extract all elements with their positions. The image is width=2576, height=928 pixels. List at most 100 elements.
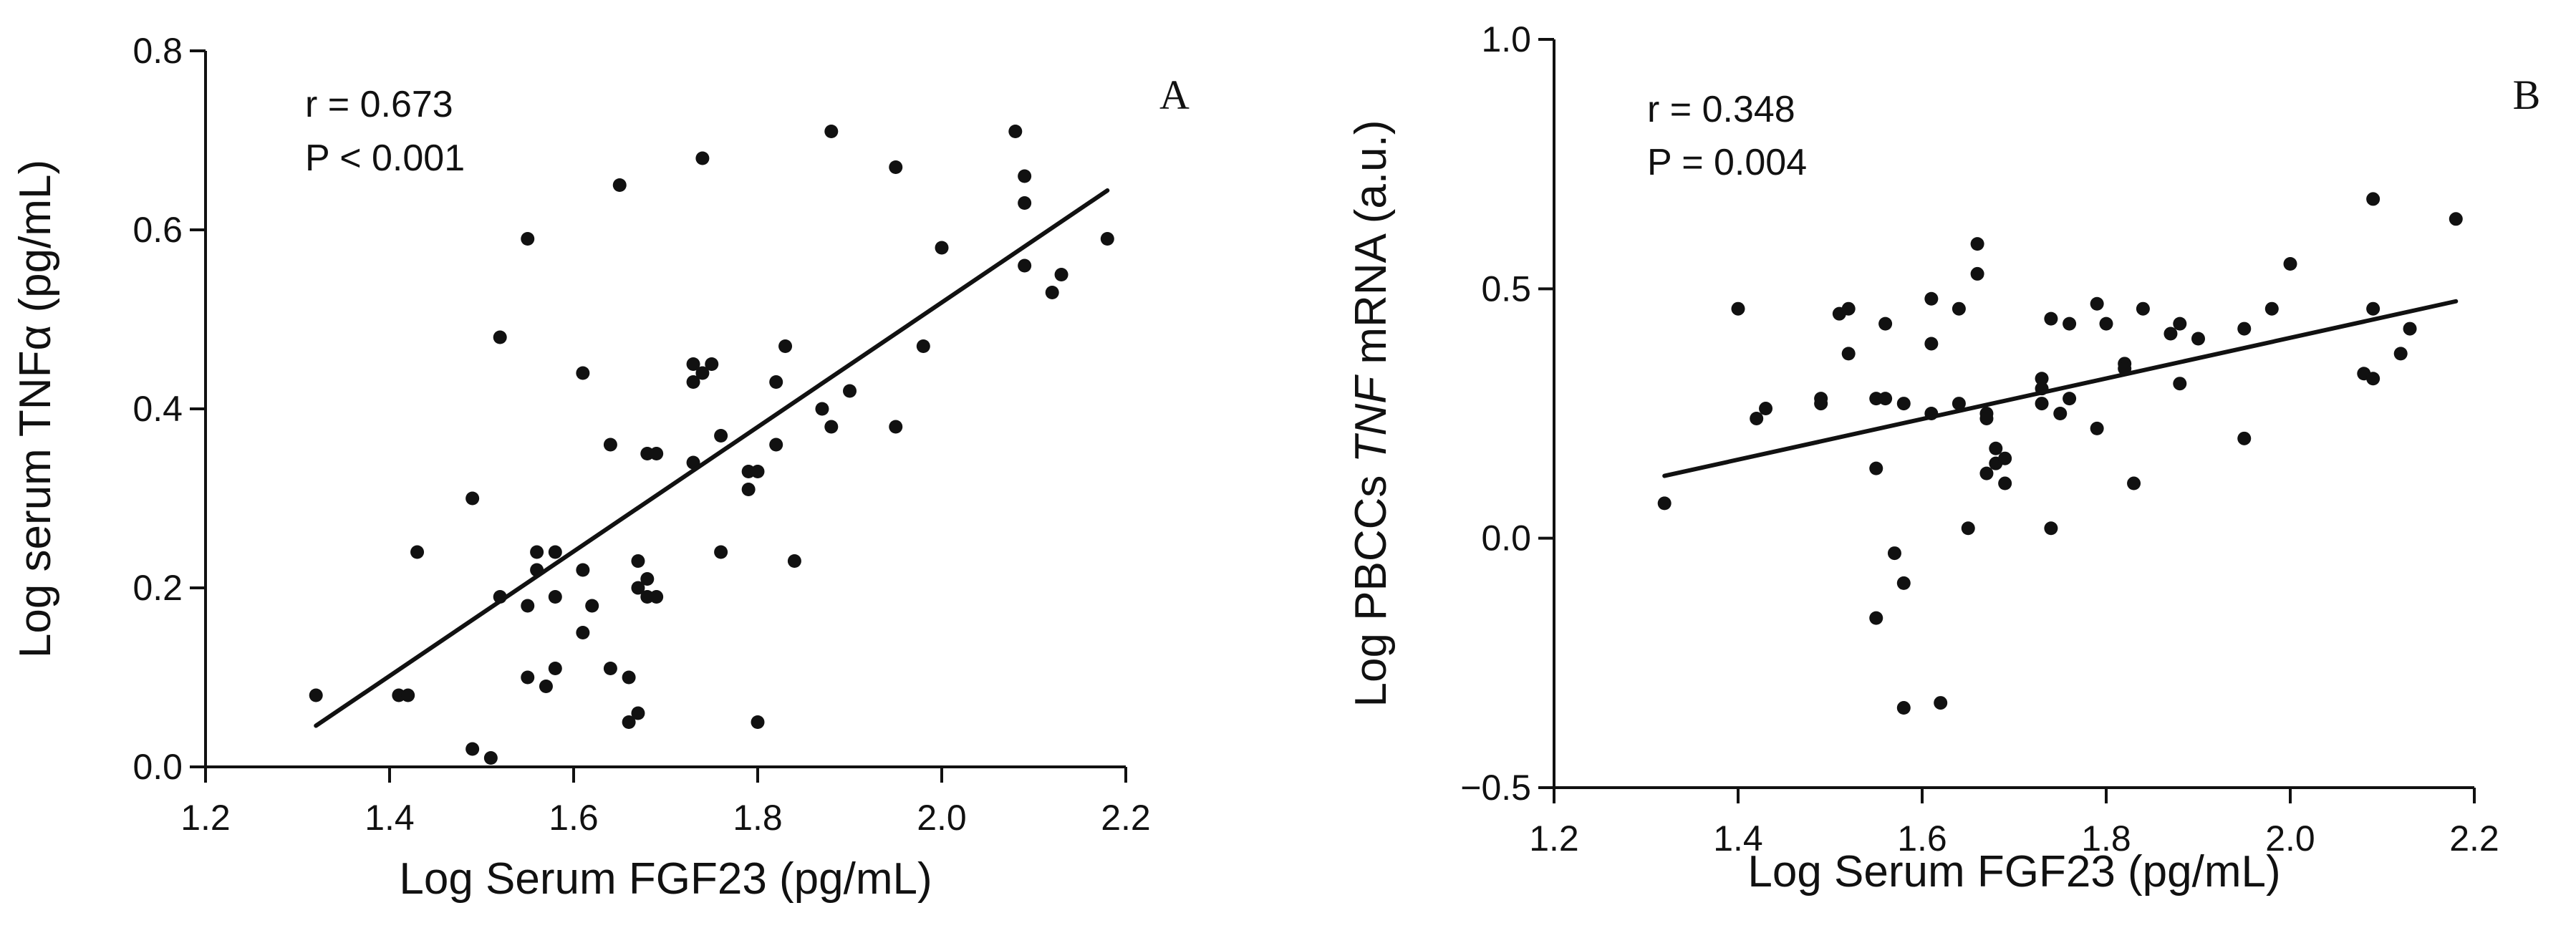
data-point <box>1878 392 1893 406</box>
data-point <box>889 420 903 434</box>
y-tick-label: 0.0 <box>1481 518 1531 559</box>
data-point <box>1841 301 1856 316</box>
x-tick-label: 2.2 <box>2449 818 2499 859</box>
data-point <box>631 554 645 568</box>
data-point <box>2063 392 2077 406</box>
data-point <box>2366 301 2380 316</box>
y-axis-title-part: Log PBCCs <box>1346 463 1396 707</box>
data-point <box>2191 332 2205 346</box>
correlation-r-label: r = 0.673 <box>305 84 453 125</box>
x-tick-label: 1.2 <box>180 798 231 838</box>
data-point <box>2035 372 2049 386</box>
x-tick-label: 1.2 <box>1529 818 1579 859</box>
data-point <box>1750 411 1764 425</box>
y-axis-title-gene-name: TNF <box>1346 374 1396 463</box>
y-tick-label: 0.8 <box>132 31 183 71</box>
data-point <box>2035 397 2049 411</box>
data-point <box>815 402 829 416</box>
data-point <box>1970 237 1984 251</box>
data-point <box>2393 347 2408 361</box>
data-point <box>521 670 535 685</box>
x-tick-label: 1.6 <box>1897 818 1947 859</box>
data-point <box>631 706 645 720</box>
y-axis-title: Log PBCCs TNF mRNA (a.u.) <box>1346 120 1396 707</box>
x-tick-label: 1.8 <box>2081 818 2131 859</box>
data-point <box>1841 347 1856 361</box>
data-point <box>714 429 728 443</box>
y-tick-label: 1.0 <box>1481 19 1531 59</box>
data-point <box>585 599 599 613</box>
data-point <box>539 680 553 693</box>
data-point <box>1970 266 1984 281</box>
data-point <box>2063 316 2077 331</box>
data-point <box>824 420 839 434</box>
data-point <box>548 662 562 675</box>
x-axis-title: Log Serum FGF23 (pg/mL) <box>1747 847 2280 896</box>
data-point <box>410 545 425 559</box>
y-axis-title-part: mRNA (a.u.) <box>1346 120 1396 377</box>
data-point <box>2237 322 2252 336</box>
data-point <box>2449 212 2463 226</box>
data-point <box>631 581 645 595</box>
data-point <box>2136 301 2150 316</box>
p-value-label: P < 0.001 <box>305 137 465 179</box>
data-point <box>686 357 700 371</box>
data-point <box>695 366 710 380</box>
correlation-r-label: r = 0.348 <box>1647 89 1795 130</box>
data-point <box>1008 125 1023 138</box>
data-point <box>1657 496 1671 511</box>
data-point <box>1887 546 1901 561</box>
data-point <box>1952 301 1966 316</box>
data-point <box>530 545 544 559</box>
data-point <box>1961 521 1975 536</box>
panel-letter: A <box>1159 72 1190 118</box>
data-point <box>548 545 562 559</box>
x-tick-label: 1.4 <box>1713 818 1763 859</box>
data-point <box>2099 316 2113 331</box>
data-point <box>1018 196 1032 210</box>
data-point <box>483 751 498 765</box>
data-point <box>521 599 535 613</box>
y-tick-label: 0.0 <box>132 747 183 787</box>
y-tick-label: 0.6 <box>132 210 183 250</box>
data-point <box>640 572 655 586</box>
data-point <box>1979 411 1994 425</box>
x-axis-title: Log Serum FGF23 (pg/mL) <box>399 854 932 904</box>
y-axis-title: Log serum TNFα (pg/mL) <box>11 160 60 658</box>
regression-line <box>1662 299 2459 478</box>
data-point <box>2173 377 2187 391</box>
data-point <box>465 742 480 756</box>
panel-letter: B <box>2513 72 2541 118</box>
data-point <box>622 715 636 729</box>
data-point <box>916 339 930 353</box>
data-point <box>622 670 636 685</box>
data-point <box>1989 441 2003 455</box>
data-point <box>1045 286 1059 299</box>
data-point <box>2283 257 2297 271</box>
x-tick-label: 2.2 <box>1101 798 1151 838</box>
data-point <box>2044 521 2058 536</box>
data-point <box>1869 461 1883 475</box>
data-point <box>1100 232 1114 246</box>
data-point <box>935 241 949 255</box>
data-point <box>787 554 801 568</box>
p-value-label: P = 0.004 <box>1647 142 1807 183</box>
data-point <box>576 563 590 577</box>
data-point <box>1896 397 1911 411</box>
data-point <box>2366 372 2380 386</box>
data-point <box>714 545 728 559</box>
data-point <box>1979 466 1994 480</box>
data-point <box>2090 296 2104 311</box>
data-point <box>741 483 756 496</box>
data-point <box>751 715 765 729</box>
data-point <box>843 384 857 398</box>
data-point <box>769 375 783 389</box>
data-point <box>521 232 535 246</box>
data-point <box>1924 337 1939 351</box>
x-tick-label: 1.6 <box>549 798 599 838</box>
data-point <box>603 438 617 452</box>
y-tick-label: 0.2 <box>132 568 183 608</box>
data-point <box>751 465 765 478</box>
data-point <box>1952 397 1966 411</box>
